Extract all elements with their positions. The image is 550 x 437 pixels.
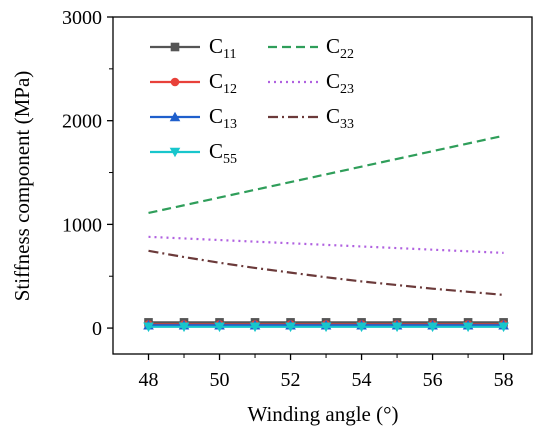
legend-label-main-c55: C bbox=[209, 139, 223, 163]
x-tick-label-56: 56 bbox=[423, 369, 443, 391]
legend-marker-c13 bbox=[169, 111, 181, 122]
data-point-c55 bbox=[498, 322, 509, 333]
series-line-c22 bbox=[148, 134, 504, 215]
legend-marker-c12 bbox=[170, 77, 180, 87]
plot-lines bbox=[143, 134, 509, 333]
legend-label-sub-c33: 33 bbox=[340, 117, 354, 132]
x-tick-label-54: 54 bbox=[352, 369, 372, 391]
legend-label-sub-c13: 13 bbox=[223, 117, 237, 132]
data-point-c55 bbox=[356, 322, 367, 333]
x-axis-title: Winding angle (°) bbox=[247, 402, 398, 426]
legend-marker-c55 bbox=[169, 147, 181, 158]
legend-marker-c11 bbox=[170, 42, 180, 52]
y-tick-label-0: 0 bbox=[92, 318, 102, 340]
legend-label-c13: C13 bbox=[209, 104, 237, 132]
legend-label-sub-c55: 55 bbox=[223, 152, 237, 167]
legend-label-c55: C55 bbox=[209, 139, 237, 167]
legend-label-c11: C11 bbox=[209, 34, 237, 62]
legend-label-sub-c22: 22 bbox=[340, 47, 354, 62]
y-axis-title: Stiffness component (MPa) bbox=[10, 71, 34, 302]
x-tick-label-48: 48 bbox=[139, 369, 159, 391]
series-line-c33 bbox=[148, 249, 504, 296]
legend-label-c12: C12 bbox=[209, 69, 237, 97]
legend-label-sub-c12: 12 bbox=[223, 82, 237, 97]
y-tick-label-1000: 1000 bbox=[62, 214, 102, 236]
data-point-c55 bbox=[249, 322, 261, 333]
legend-label-main-c13: C bbox=[209, 104, 223, 128]
legend-label-c22: C22 bbox=[326, 34, 354, 62]
legend-label-main-c22: C bbox=[326, 34, 340, 58]
legend-label-sub-c23: 23 bbox=[340, 82, 354, 97]
legend-label-c33: C33 bbox=[326, 104, 354, 132]
legend-label-main-c23: C bbox=[326, 69, 340, 93]
data-point-c55 bbox=[178, 322, 190, 333]
legend-label-main-c33: C bbox=[326, 104, 340, 128]
x-tick-label-58: 58 bbox=[494, 369, 514, 391]
data-point-c55 bbox=[143, 322, 154, 333]
legend-label-sub-c11: 11 bbox=[223, 47, 236, 62]
plot-frame bbox=[112, 16, 533, 355]
x-tick-label-52: 52 bbox=[281, 369, 301, 391]
series-line-c23 bbox=[148, 235, 504, 254]
x-tick-label-50: 50 bbox=[210, 369, 230, 391]
data-point-c55 bbox=[285, 322, 296, 333]
data-point-c55 bbox=[427, 322, 438, 333]
legend-label-c23: C23 bbox=[326, 69, 354, 97]
legend-label-main-c11: C bbox=[209, 34, 223, 58]
axes: 48 50 52 54 56 58 0 1000 2000 3000 bbox=[62, 7, 533, 391]
data-point-c55 bbox=[462, 322, 474, 333]
y-tick-label-2000: 2000 bbox=[62, 111, 102, 133]
y-tick-label-3000: 3000 bbox=[62, 7, 102, 29]
data-point-c55 bbox=[320, 322, 332, 333]
data-point-c55 bbox=[391, 322, 403, 333]
data-point-c55 bbox=[214, 322, 225, 333]
legend-label-main-c12: C bbox=[209, 69, 223, 93]
